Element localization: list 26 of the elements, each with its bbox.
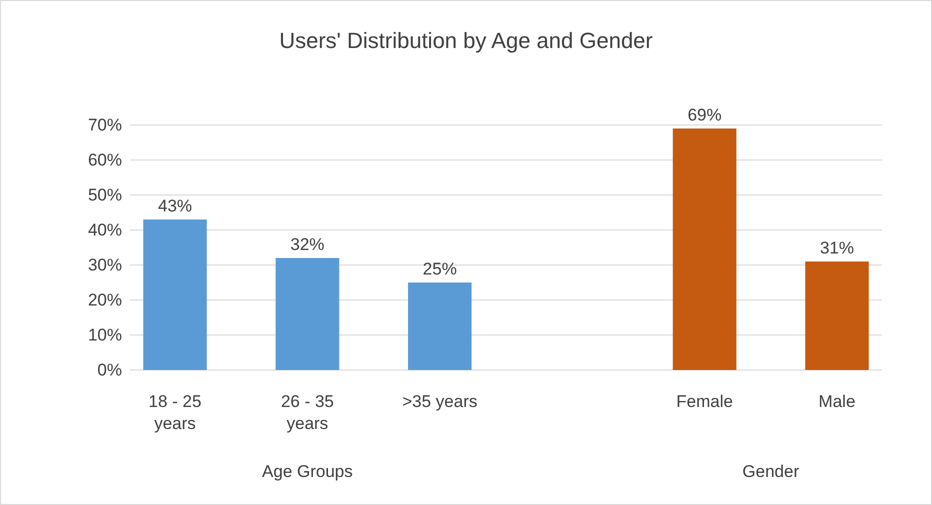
x-tick-label: 26 - 35 years <box>280 392 334 433</box>
y-tick-label: 70% <box>88 115 122 134</box>
text: Age Groups <box>262 462 353 481</box>
y-tick-label: 20% <box>88 290 122 310</box>
data-label: 43% <box>158 196 192 216</box>
data-label: 69% <box>688 106 722 124</box>
y-tick-label: 30% <box>88 255 122 274</box>
bar <box>805 262 869 370</box>
y-tick-label: 60% <box>88 150 122 170</box>
bar <box>672 128 736 370</box>
y-tick-label: 0% <box>97 360 122 380</box>
y-tick-label: 40% <box>88 220 122 240</box>
data-label: 32% <box>290 235 324 254</box>
x-tick-label: >35 years <box>402 392 478 411</box>
x-tick-label: 18 - 25 years <box>148 392 202 433</box>
chart-title: Users' Distribution by Age and Gender <box>279 28 653 53</box>
data-label: 25% <box>422 260 457 278</box>
bar <box>276 258 340 370</box>
y-tick-label: 50% <box>88 185 122 204</box>
text: Gender <box>742 462 800 481</box>
x-tick-label: Male <box>818 392 856 411</box>
y-tick-label: 10% <box>88 325 122 344</box>
data-label: 31% <box>820 238 854 258</box>
bar <box>408 282 472 370</box>
bar <box>143 220 207 370</box>
x-tick-label: Female <box>676 392 733 411</box>
